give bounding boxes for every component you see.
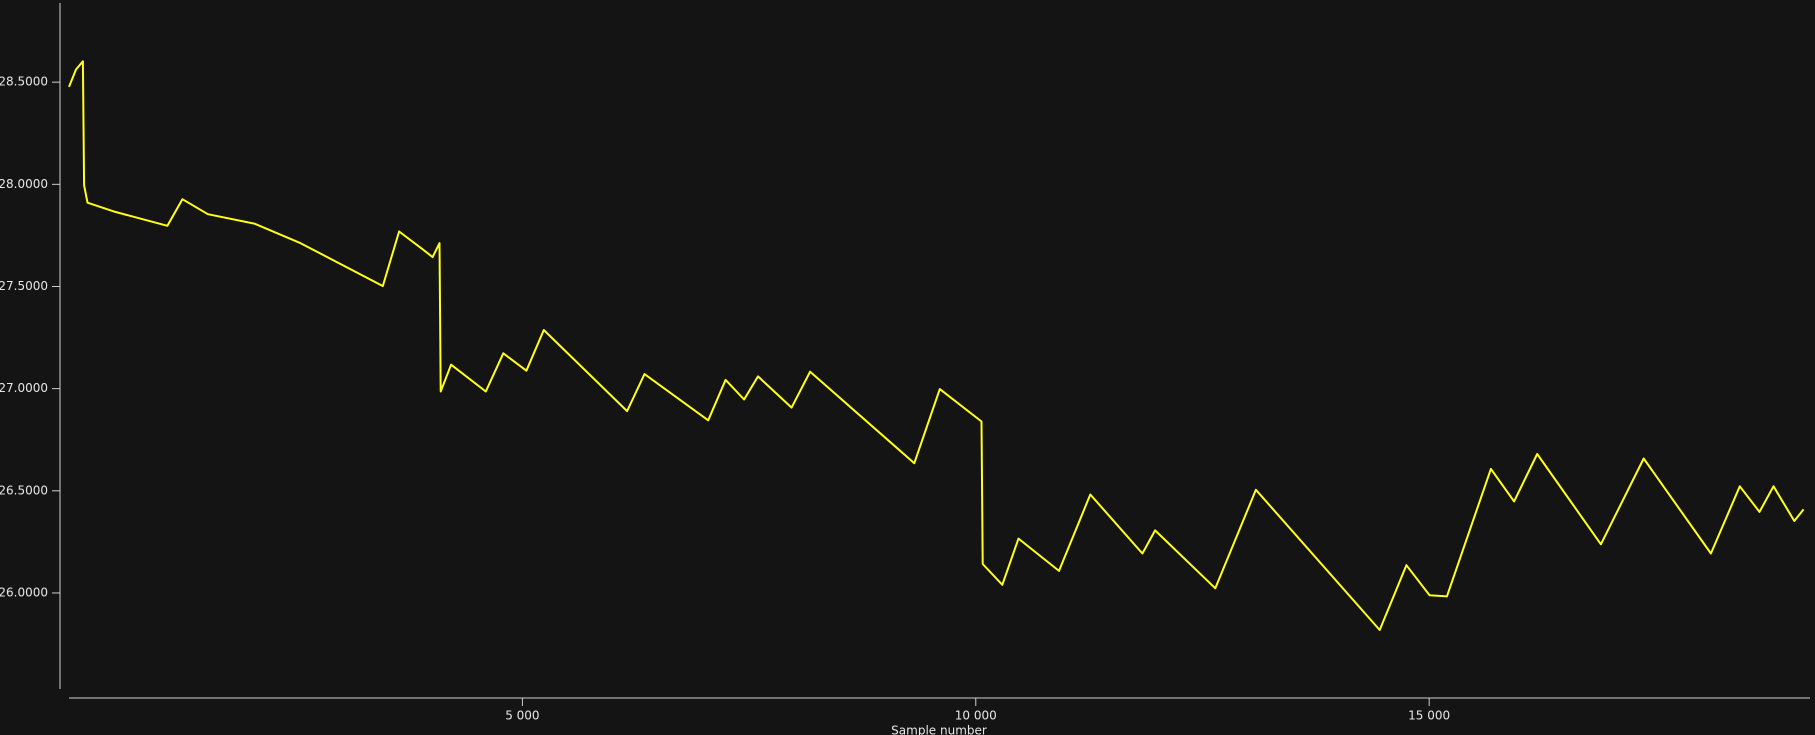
- y-tick-label: 28.0000: [0, 177, 48, 191]
- y-tick-label: 27.5000: [0, 279, 48, 293]
- y-tick-label: 27.0000: [0, 381, 48, 395]
- x-tick-label: 10 000: [955, 709, 997, 723]
- y-tick-label: 26.5000: [0, 483, 48, 497]
- x-tick-label: 15 000: [1408, 709, 1450, 723]
- y-tick-label: 28.5000: [0, 75, 48, 89]
- y-tick-label: 26.0000: [0, 585, 48, 599]
- x-tick-label: 5 000: [505, 709, 539, 723]
- data-line: [68, 60, 1805, 631]
- x-axis-label: Sample number: [891, 724, 987, 735]
